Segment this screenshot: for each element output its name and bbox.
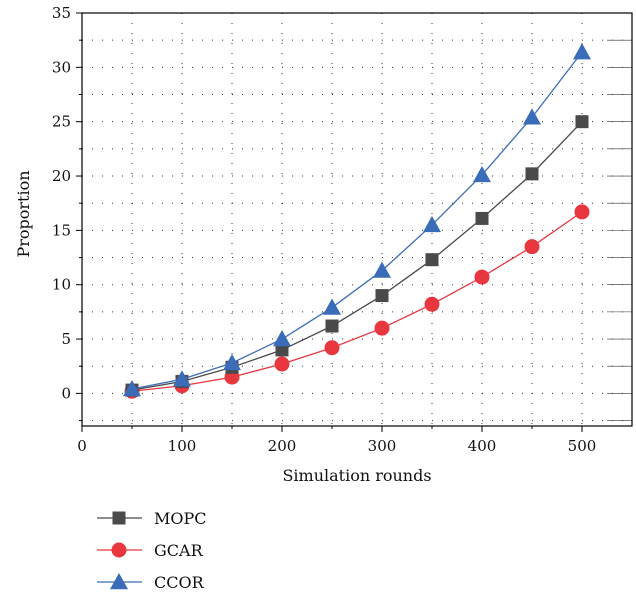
x-tick-label: 0 (77, 437, 87, 455)
grid-layer (82, 13, 632, 426)
x-tick-label: 400 (468, 437, 497, 455)
data-point-gcar (574, 204, 590, 220)
series-layer (123, 43, 591, 399)
series-gcar (124, 204, 590, 399)
data-point-ccor (373, 261, 391, 278)
y-tick-label: 35 (52, 4, 71, 22)
data-point-gcar (374, 320, 390, 336)
data-point-mopc (575, 115, 589, 129)
x-tick-label: 500 (568, 437, 597, 455)
legend-label-ccor: CCOR (154, 573, 205, 592)
plot-frame (81, 12, 633, 427)
data-point-ccor (273, 330, 291, 347)
legend-marker-ccor (110, 573, 128, 590)
data-point-gcar (424, 296, 440, 312)
series-ccor (123, 43, 591, 397)
data-point-ccor (323, 298, 341, 315)
legend-item-gcar: GCAR (97, 541, 204, 560)
legend-label-gcar: GCAR (154, 541, 204, 560)
data-point-mopc (425, 253, 439, 267)
data-point-mopc (525, 167, 539, 181)
y-tick-label: 5 (61, 330, 71, 348)
data-point-ccor (223, 353, 241, 371)
legend-item-mopc: MOPC (97, 509, 207, 528)
legend: MOPC GCAR CCOR (97, 509, 207, 592)
data-point-mopc (275, 343, 289, 357)
data-point-ccor (523, 108, 541, 125)
data-point-mopc (475, 211, 489, 225)
series-line-gcar (131, 211, 583, 392)
data-point-ccor (473, 165, 491, 183)
data-point-gcar (324, 340, 340, 356)
y-tick-label: 0 (61, 384, 71, 402)
data-point-mopc (375, 289, 389, 303)
series-mopc (125, 115, 589, 397)
data-point-ccor (173, 370, 191, 387)
x-axis-title: Simulation rounds (282, 466, 431, 485)
legend-label-mopc: MOPC (154, 509, 207, 528)
axes-layer: 0 100 200 300 400 500 0 5 10 15 20 25 30 35 (52, 4, 633, 455)
data-point-ccor (423, 215, 441, 233)
data-point-mopc (325, 319, 339, 333)
y-axis-title: Proportion (14, 170, 33, 257)
data-point-gcar (274, 356, 290, 372)
data-point-gcar (524, 239, 540, 255)
y-tick-label: 15 (52, 221, 71, 239)
y-tick-label: 30 (52, 58, 71, 76)
y-tick-label: 10 (52, 276, 71, 294)
legend-item-ccor: CCOR (97, 573, 205, 592)
y-tick-label: 25 (52, 113, 71, 131)
x-tick-label: 300 (368, 437, 397, 455)
legend-marker-gcar (111, 542, 127, 558)
x-tick-label: 200 (268, 437, 297, 455)
legend-marker-mopc (112, 511, 126, 525)
data-point-ccor (123, 380, 141, 397)
series-line-ccor (131, 51, 583, 390)
y-tick-label: 20 (52, 167, 71, 185)
x-tick-label: 100 (168, 437, 197, 455)
data-point-gcar (474, 269, 490, 285)
series-line-mopc (131, 121, 583, 391)
data-point-ccor (573, 43, 591, 60)
